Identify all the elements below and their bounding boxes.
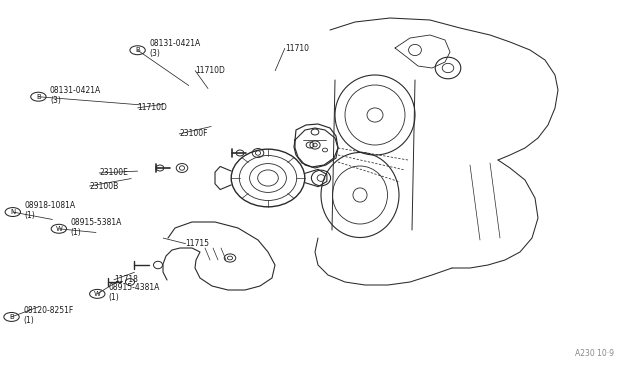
Text: 11718: 11718 — [114, 275, 138, 284]
Text: (1): (1) — [24, 211, 35, 220]
Text: W: W — [56, 226, 62, 232]
Text: B: B — [9, 314, 14, 320]
Text: W: W — [94, 291, 100, 297]
Text: 11710: 11710 — [285, 44, 309, 53]
Text: 08915-5381A: 08915-5381A — [70, 218, 122, 227]
Text: 08915-4381A: 08915-4381A — [109, 283, 160, 292]
Text: (1): (1) — [70, 228, 81, 237]
Text: 08131-0421A: 08131-0421A — [50, 86, 101, 95]
Text: 08918-1081A: 08918-1081A — [24, 201, 76, 210]
Text: B: B — [36, 94, 41, 100]
Text: 23100B: 23100B — [90, 182, 119, 190]
Text: B: B — [135, 47, 140, 53]
Text: (3): (3) — [50, 96, 61, 105]
Text: 23100F: 23100F — [179, 129, 208, 138]
Text: N: N — [10, 209, 15, 215]
Text: 23100E: 23100E — [99, 169, 128, 177]
Text: 11710D: 11710D — [138, 103, 168, 112]
Text: 11710D: 11710D — [195, 66, 225, 75]
Text: 08131-0421A: 08131-0421A — [149, 39, 200, 48]
Text: (1): (1) — [109, 293, 120, 302]
Text: 11715: 11715 — [186, 239, 210, 248]
Text: (1): (1) — [23, 316, 34, 325]
Text: 08120-8251F: 08120-8251F — [23, 306, 74, 315]
Text: A230 10·9: A230 10·9 — [575, 349, 614, 358]
Text: (3): (3) — [149, 49, 160, 58]
